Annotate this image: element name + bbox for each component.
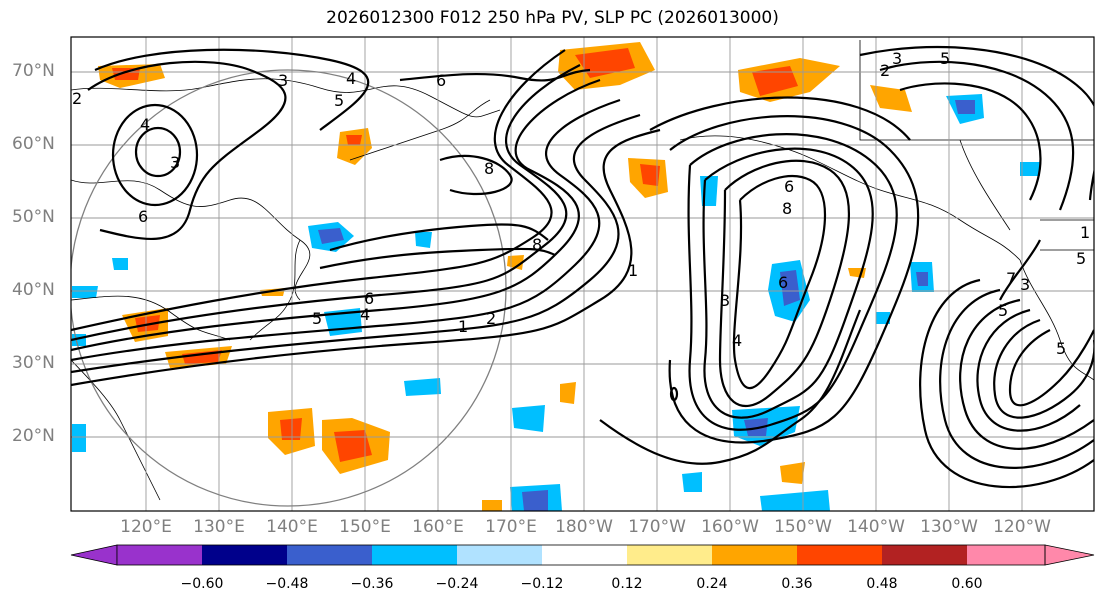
- pv-positive-shading: [98, 42, 912, 511]
- lon-label: 130°W: [920, 517, 978, 537]
- contour-label: 8: [484, 159, 494, 178]
- plot-frame: [70, 36, 1095, 512]
- lon-label: 150°W: [774, 517, 832, 537]
- contour-label: 6: [436, 71, 446, 90]
- contour-label: 5: [1076, 249, 1086, 268]
- contour-label: 6: [138, 207, 148, 226]
- contour-label: 3: [278, 71, 288, 90]
- contour-label: 4: [732, 331, 742, 350]
- lon-label: 150°E: [339, 517, 391, 537]
- contour-label: 5: [1056, 339, 1066, 358]
- lat-label: 30°N: [12, 353, 55, 373]
- colorbar-tick-label: 0.36: [781, 576, 813, 592]
- lon-label: 170°E: [485, 517, 537, 537]
- lon-label: 120°W: [993, 517, 1051, 537]
- lon-label: 120°E: [120, 517, 172, 537]
- slp-contours: [71, 45, 1094, 489]
- colorbar-tick-label: −0.60: [180, 576, 224, 592]
- colorbar-tick-label: 0.24: [696, 576, 728, 592]
- colorbar-over-arrow: [1044, 544, 1095, 566]
- contour-label: 6: [364, 289, 374, 308]
- colorbar-tick-label: 0.12: [611, 576, 643, 592]
- contour-label: 5: [998, 301, 1008, 320]
- contour-label: 4: [346, 69, 356, 88]
- contour-label: 2: [880, 61, 890, 80]
- map-title: 2026012300 F012 250 hPa PV, SLP PC (2026…: [326, 8, 779, 28]
- contour-label: 1: [628, 261, 638, 280]
- contour-label: 8: [782, 199, 792, 218]
- coastlines: [71, 40, 1094, 501]
- contour-label: 4: [140, 115, 150, 134]
- contour-label: 7: [1006, 269, 1016, 288]
- contour-label: 8: [532, 235, 542, 254]
- lat-label: 70°N: [12, 61, 55, 81]
- lat-label: 40°N: [12, 280, 55, 300]
- lat-label: 20°N: [12, 426, 55, 446]
- contour-label: 4: [360, 305, 370, 324]
- contour-label: 5: [940, 49, 950, 68]
- contour-label: 6: [784, 177, 794, 196]
- graticule: [71, 37, 1094, 511]
- contour-label: 3: [892, 49, 902, 68]
- contour-label: 6: [778, 273, 788, 292]
- contour-label: 3: [170, 153, 180, 172]
- lon-label: 130°E: [193, 517, 245, 537]
- contour-label: 2: [72, 89, 82, 108]
- contour-label: 3: [720, 291, 730, 310]
- colorbar-tick-label: 0.48: [866, 576, 898, 592]
- lat-label: 60°N: [12, 134, 55, 154]
- colorbar-under-arrow: [70, 544, 118, 566]
- contour-label: 5: [312, 309, 322, 328]
- contour-label: 2: [486, 309, 496, 328]
- colorbar-tick-label: −0.24: [435, 576, 479, 592]
- contour-label-group: 3 4 5 4 3 6 6 8 8 6 4 5 1 2 1 3 4 6 8 2 …: [72, 49, 1090, 358]
- colorbar-tick-label: −0.36: [350, 576, 394, 592]
- colorbar-tick-label: −0.12: [520, 576, 564, 592]
- lon-label: 140°W: [847, 517, 905, 537]
- lat-label: 50°N: [12, 207, 55, 227]
- contour-label: 3: [1020, 275, 1030, 294]
- plot-area: [71, 37, 1094, 511]
- lon-label: 140°E: [266, 517, 318, 537]
- contour-label: 1: [458, 317, 468, 336]
- colorbar-tick-label: −0.48: [265, 576, 309, 592]
- colorbar: [70, 544, 1095, 566]
- lon-label: 160°W: [701, 517, 759, 537]
- lon-label: 170°W: [628, 517, 686, 537]
- contour-label: 1: [1080, 223, 1090, 242]
- colorbar-tick-label: 0.60: [951, 576, 983, 592]
- lon-label: 160°E: [412, 517, 464, 537]
- lon-label: 180°W: [555, 517, 613, 537]
- contour-label: 5: [334, 91, 344, 110]
